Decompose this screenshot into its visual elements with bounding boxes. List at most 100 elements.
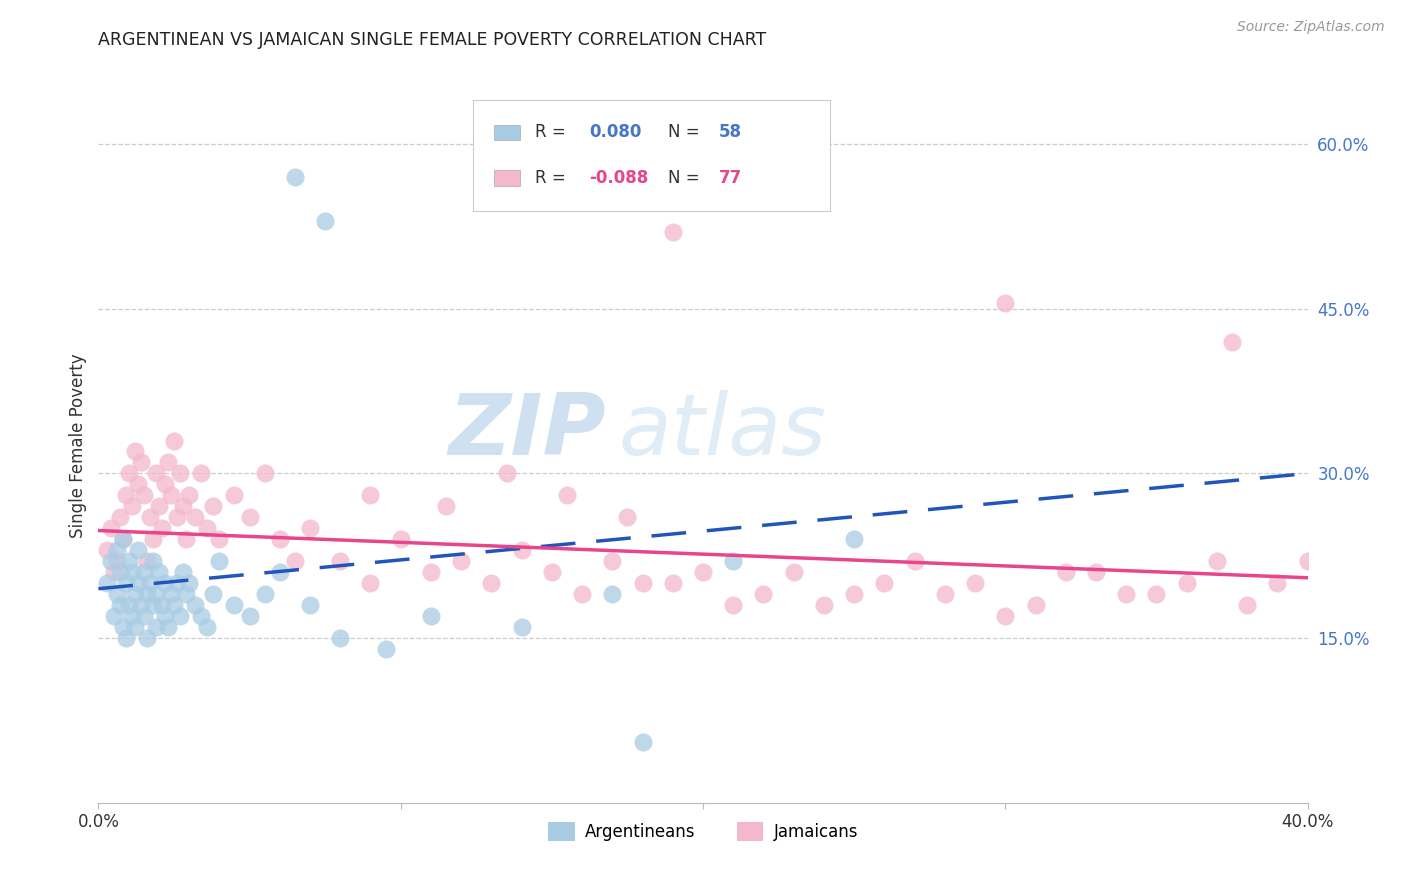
Point (1115, 587, 1137, 601)
Point (195, 620, 218, 634)
Point (111, 533, 134, 547)
Point (994, 609, 1017, 624)
Point (156, 455, 179, 469)
Point (142, 598, 165, 612)
Point (555, 488, 578, 502)
Point (1206, 554, 1229, 568)
Point (360, 488, 382, 502)
Text: N =: N = (668, 169, 704, 187)
Text: R =: R = (534, 123, 571, 142)
Point (129, 455, 152, 469)
Point (239, 609, 262, 624)
Y-axis label: Single Female Poverty: Single Female Poverty (69, 354, 87, 538)
Point (163, 598, 186, 612)
Point (314, 214, 336, 228)
Point (571, 587, 593, 601)
Point (510, 620, 533, 634)
Point (153, 477, 176, 491)
Point (269, 533, 291, 547)
Point (142, 554, 165, 568)
Point (121, 500, 143, 514)
Point (329, 631, 352, 645)
Point (540, 566, 562, 580)
Point (139, 576, 162, 591)
Point (813, 598, 835, 612)
Text: N =: N = (668, 123, 704, 142)
Point (103, 609, 125, 624)
Bar (494, 125, 520, 140)
Point (184, 510, 207, 524)
Point (904, 554, 927, 568)
Point (166, 576, 188, 591)
FancyBboxPatch shape (474, 100, 830, 211)
Point (127, 576, 149, 591)
Point (153, 576, 176, 591)
Point (118, 554, 141, 568)
Point (1144, 587, 1167, 601)
Point (150, 521, 173, 535)
Point (1296, 554, 1319, 568)
Point (1175, 576, 1198, 591)
Point (661, 576, 683, 591)
Point (202, 587, 225, 601)
Point (108, 510, 131, 524)
Point (631, 576, 654, 591)
Point (299, 598, 322, 612)
Text: 58: 58 (718, 123, 742, 142)
Point (208, 533, 231, 547)
Point (169, 467, 191, 481)
Text: ARGENTINEAN VS JAMAICAN SINGLE FEMALE POVERTY CORRELATION CHART: ARGENTINEAN VS JAMAICAN SINGLE FEMALE PO… (98, 31, 766, 49)
Point (132, 488, 155, 502)
Point (105, 554, 128, 568)
Point (172, 500, 194, 514)
Point (253, 587, 276, 601)
Point (96, 576, 118, 591)
Point (184, 598, 207, 612)
Point (195, 521, 218, 535)
Point (108, 598, 131, 612)
Point (661, 225, 683, 239)
Point (510, 543, 533, 558)
Point (135, 631, 157, 645)
Point (103, 566, 125, 580)
Point (723, 554, 745, 568)
Point (111, 620, 134, 634)
Point (1054, 566, 1077, 580)
Bar (494, 170, 520, 186)
Point (239, 510, 262, 524)
Point (1085, 566, 1108, 580)
Point (124, 620, 146, 634)
Point (127, 543, 149, 558)
Point (129, 598, 152, 612)
Point (145, 620, 167, 634)
Point (124, 587, 146, 601)
Point (224, 598, 246, 612)
Point (148, 566, 170, 580)
Point (150, 598, 173, 612)
Point (190, 467, 212, 481)
Point (96, 543, 118, 558)
Point (118, 598, 141, 612)
Text: atlas: atlas (619, 390, 827, 474)
Point (132, 609, 155, 624)
Point (135, 554, 157, 568)
Point (374, 642, 396, 657)
Point (148, 500, 170, 514)
Point (208, 554, 231, 568)
Point (723, 598, 745, 612)
Point (616, 510, 638, 524)
Point (118, 467, 141, 481)
Point (121, 566, 143, 580)
Point (108, 566, 131, 580)
Point (299, 521, 322, 535)
Point (434, 500, 457, 514)
Legend: Argentineans, Jamaicans: Argentineans, Jamaicans (541, 815, 865, 848)
Point (139, 510, 162, 524)
Text: Source: ZipAtlas.com: Source: ZipAtlas.com (1237, 20, 1385, 34)
Text: R =: R = (534, 169, 571, 187)
Text: 0.080: 0.080 (589, 123, 641, 142)
Point (132, 566, 155, 580)
Point (752, 587, 775, 601)
Text: 77: 77 (718, 169, 742, 187)
Point (124, 444, 146, 458)
